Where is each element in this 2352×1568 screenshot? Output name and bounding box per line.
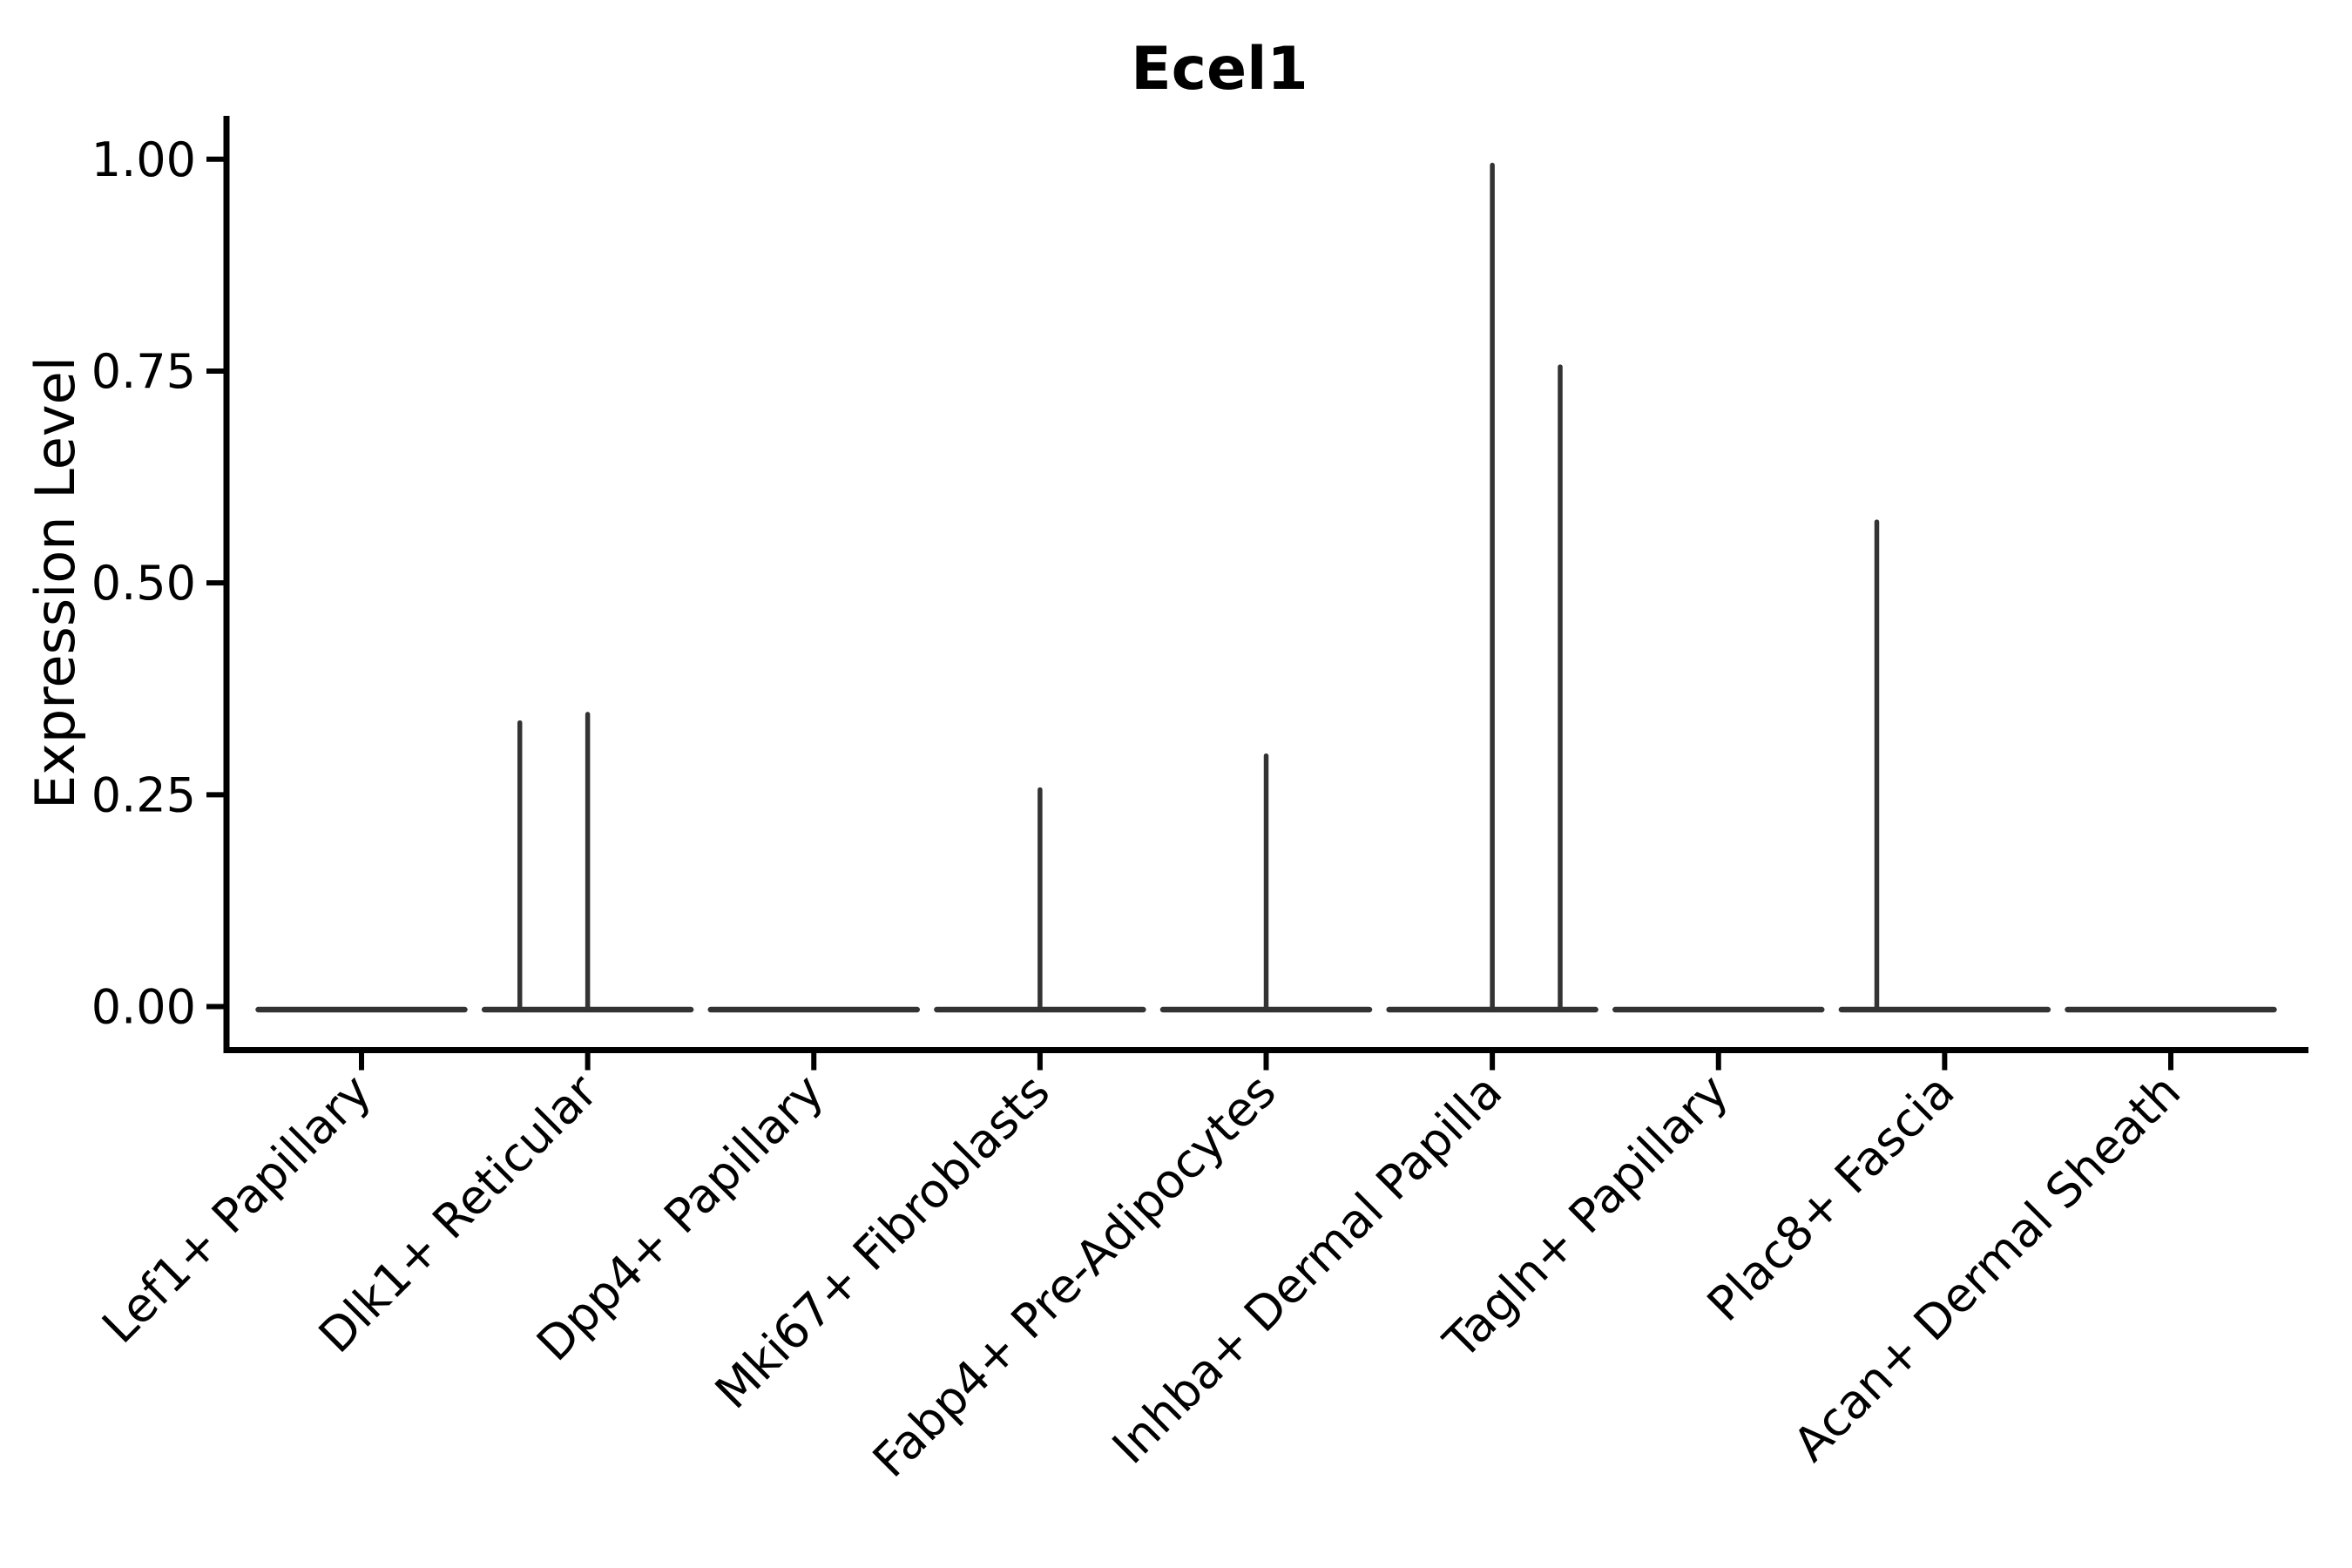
- violin-mki67-fibroblasts: [934, 787, 1146, 1013]
- y-tick-labels: 0.00 0.25 0.50 0.75 1.00: [91, 132, 196, 1035]
- y-tick-label: 1.00: [91, 132, 196, 187]
- chart-title: Ecel1: [1131, 35, 1308, 104]
- x-tick-label: Acan+ Dermal Sheath: [1783, 1064, 2191, 1471]
- axes: 0.00 0.25 0.50 0.75 1.00 Lef1+ PapillaryDlk1…: [91, 116, 2308, 1488]
- y-tick-label: 0.50: [91, 556, 196, 611]
- x-tick-label: Fabp4+ Pre-Adipocytes: [862, 1064, 1287, 1488]
- violin-plac8-fascia: [1838, 519, 2051, 1013]
- y-tick-label: 0.25: [91, 767, 196, 822]
- violin-dlk1-reticular: [481, 712, 694, 1013]
- x-tick-label: Inhba+ Dermal Papilla: [1102, 1064, 1512, 1474]
- y-tick-label: 0.75: [91, 344, 196, 399]
- violin-inhba-dermal-papilla: [1386, 162, 1598, 1013]
- y-axis-label: Expression Level: [24, 356, 87, 809]
- y-ticks: [206, 156, 226, 1010]
- violins: [255, 162, 2277, 1013]
- violin-fabp4-pre-adipocytes: [1159, 753, 1373, 1013]
- x-ticks: [359, 1050, 2173, 1071]
- y-tick-label: 0.00: [91, 980, 196, 1035]
